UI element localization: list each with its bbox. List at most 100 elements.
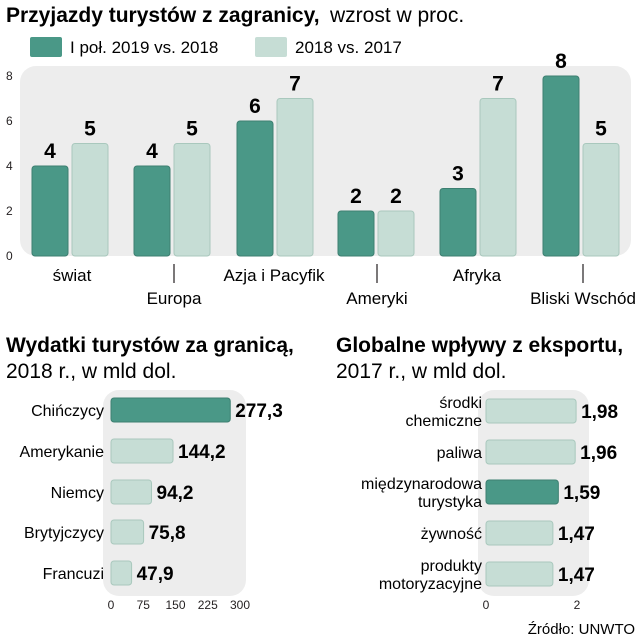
- arrivals-panel: [20, 66, 631, 256]
- bar-value-label: 8: [555, 50, 567, 73]
- hbar-2: [110, 479, 153, 505]
- bar-value-label: 2: [390, 185, 402, 208]
- x-tick-label: 300: [230, 598, 250, 612]
- bar-value-label: 6: [249, 95, 261, 118]
- x-tick-label: 0: [483, 598, 490, 612]
- bar-value-label: 3: [452, 163, 464, 186]
- hbar-category-label: chemiczne: [406, 413, 483, 430]
- hbar-1: [485, 439, 576, 465]
- hbar-value-label: 1,98: [581, 402, 618, 423]
- spending-x-axis: 0 75 150 225 300: [108, 598, 251, 612]
- hbar-category-label: Francuzi: [43, 566, 104, 583]
- bar-value-label: 5: [595, 118, 607, 141]
- hbar-0: [110, 397, 231, 423]
- arrivals-panel-bg: [20, 66, 631, 256]
- bar-value-label: 4: [44, 140, 56, 163]
- bar-2-4: [479, 98, 517, 257]
- legend-swatch-2: [255, 37, 287, 57]
- legend-swatch-1: [30, 37, 62, 57]
- hbar-category-label: Chińczycy: [31, 403, 104, 420]
- arrivals-legend: I poł. 2019 vs. 2018 2018 vs. 2017: [30, 37, 402, 57]
- hbar-3: [110, 519, 145, 545]
- bar-value-label: 7: [492, 73, 504, 96]
- hbar-0: [485, 398, 577, 424]
- bar-1-5: [542, 75, 580, 257]
- hbar-value-label: 277,3: [235, 401, 283, 422]
- bar-value-label: 5: [84, 118, 96, 141]
- category-label: Bliski Wschód: [530, 289, 636, 308]
- y-tick-label: 2: [6, 204, 13, 218]
- legend-label-1: I poł. 2019 vs. 2018: [70, 38, 218, 57]
- x-tick-label: 2: [574, 598, 581, 612]
- bar-value-label: 2: [350, 185, 362, 208]
- hbar-4: [110, 560, 133, 586]
- category-label: Ameryki: [346, 289, 407, 308]
- bar-2-5: [582, 143, 620, 257]
- arrivals-chart: Przyjazdy turystów z zagranicy, wzrost w…: [6, 4, 636, 308]
- bar-1-1: [133, 165, 171, 257]
- hbar-2: [485, 479, 559, 505]
- hbar-4: [485, 561, 554, 587]
- hbar-value-label: 1,96: [580, 443, 617, 464]
- hbar-value-label: 75,8: [149, 523, 186, 544]
- hbar-value-label: 1,47: [558, 565, 595, 586]
- bar-value-label: 7: [289, 73, 301, 96]
- spending-subtitle: 2018 r., w mld dol.: [6, 360, 176, 383]
- bar-1-0: [31, 165, 69, 257]
- hbar-value-label: 94,2: [157, 483, 194, 504]
- hbar-value-label: 144,2: [178, 442, 226, 463]
- exports-subtitle: 2017 r., w mld dol.: [336, 360, 506, 383]
- bar-1-4: [439, 188, 477, 257]
- x-tick-label: 75: [137, 598, 151, 612]
- legend-label-2: 2018 vs. 2017: [295, 38, 402, 57]
- arrivals-bars: 4 5 4 5 6 7 2 2 3 7 8 5: [31, 50, 620, 257]
- bar-value-label: 4: [146, 140, 158, 163]
- arrivals-title: Przyjazdy turystów z zagranicy, wzrost w…: [6, 4, 464, 27]
- category-label: świat: [53, 266, 92, 285]
- y-tick-label: 6: [6, 114, 13, 128]
- bar-1-3: [337, 210, 375, 257]
- hbar-value-label: 47,9: [137, 564, 174, 585]
- bar-2-0: [71, 143, 109, 257]
- spending-chart: Wydatki turystów za granicą, 2018 r., w …: [6, 334, 294, 612]
- hbar-value-label: 1,59: [563, 483, 600, 504]
- bar-2-3: [377, 210, 415, 257]
- y-tick-label: 4: [6, 159, 13, 173]
- exports-chart: Globalne wpływy z eksportu, 2017 r., w m…: [336, 334, 623, 612]
- spending-bars: Chińczycy 277,3 Amerykanie 144,2 Niemcy 94,2 B…: [20, 397, 283, 586]
- bar-2-1: [173, 143, 211, 257]
- category-label: Europa: [147, 289, 202, 308]
- category-label: Afryka: [453, 266, 502, 285]
- x-tick-label: 150: [165, 598, 185, 612]
- bar-2-2: [276, 98, 314, 257]
- exports-title: Globalne wpływy z eksportu,: [336, 334, 623, 357]
- hbar-category-label: Brytyjczycy: [24, 525, 104, 542]
- hbar-1: [110, 438, 174, 464]
- hbar-category-label: Niemcy: [51, 485, 104, 502]
- hbar-category-label: motoryzacyjne: [379, 576, 482, 593]
- hbar-category-label: paliwa: [437, 445, 482, 462]
- hbar-category-label: międzynarodowa: [361, 476, 482, 493]
- hbar-value-label: 1,47: [558, 524, 595, 545]
- hbar-category-label: Amerykanie: [20, 444, 105, 461]
- arrivals-y-axis: 0 2 4 6 8: [6, 69, 13, 263]
- hbar-category-label: środki: [439, 395, 482, 412]
- source-note: Źródło: UNWTO: [528, 621, 635, 638]
- hbar-category-label: turystyka: [418, 494, 482, 511]
- spending-title: Wydatki turystów za granicą,: [6, 334, 294, 357]
- arrivals-category-labels: świat Europa Azja i Pacyfik Ameryki Afryka Bl…: [53, 264, 636, 308]
- x-tick-label: 225: [198, 598, 218, 612]
- bar-value-label: 5: [186, 118, 198, 141]
- hbar-category-label: produkty: [421, 558, 482, 575]
- y-tick-label: 0: [6, 249, 13, 263]
- category-label: Azja i Pacyfik: [223, 266, 325, 285]
- bar-1-2: [236, 120, 274, 257]
- x-tick-label: 0: [108, 598, 115, 612]
- hbar-category-label: żywność: [421, 526, 482, 543]
- hbar-3: [485, 520, 554, 546]
- y-tick-label: 8: [6, 69, 13, 83]
